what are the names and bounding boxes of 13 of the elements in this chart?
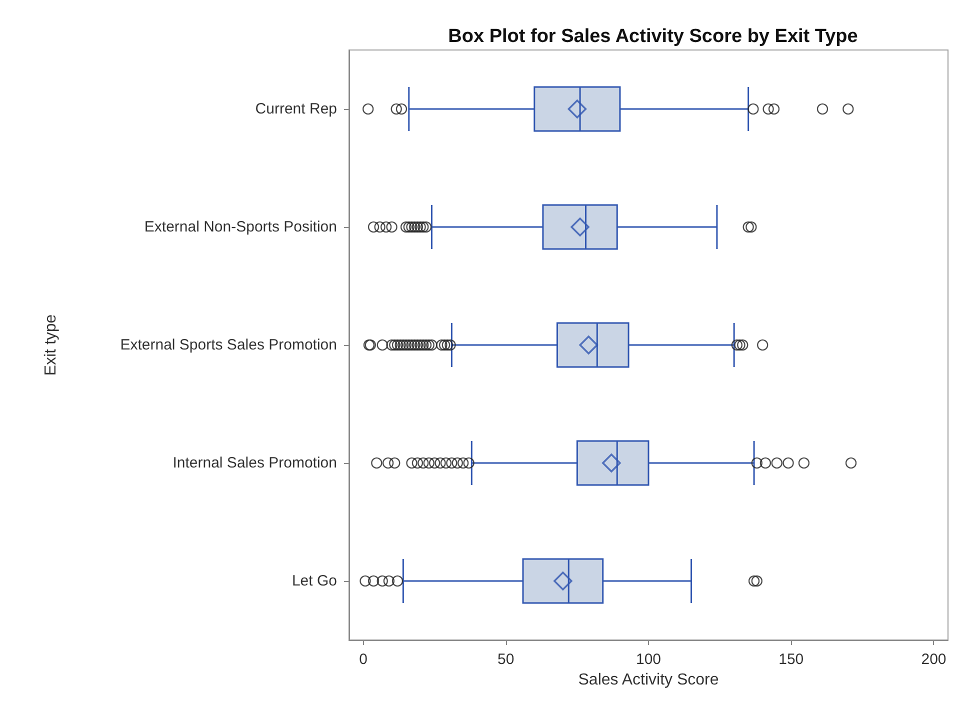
y-tick-label: External Sports Sales Promotion — [120, 336, 337, 354]
y-tick-label: External Non-Sports Position — [144, 218, 337, 236]
y-tick-label: Let Go — [292, 572, 337, 590]
x-tick-label: 0 — [359, 651, 368, 668]
chart-title: Box Plot for Sales Activity Score by Exit Type — [448, 26, 858, 47]
y-tick-label: Current Rep — [255, 100, 337, 118]
x-tick-label: 150 — [778, 651, 804, 668]
x-tick-label: 50 — [498, 651, 514, 668]
y-axis-title: Exit type — [42, 314, 60, 376]
y-tick-label: Internal Sales Promotion — [172, 454, 337, 472]
x-axis-title: Sales Activity Score — [578, 672, 719, 688]
x-tick-label: 200 — [921, 651, 946, 668]
x-tick-label: 100 — [636, 651, 662, 668]
